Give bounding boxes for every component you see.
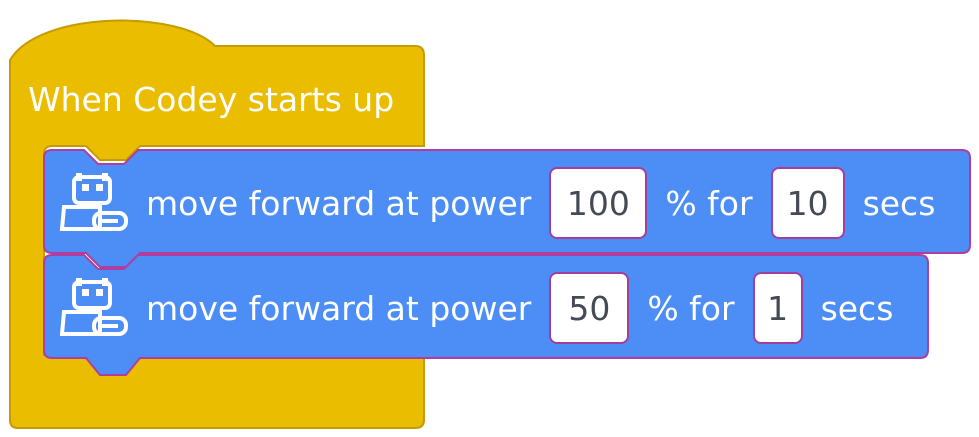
robot-icon [59, 173, 128, 231]
for-label: % for [647, 288, 735, 328]
hat-block-label: When Codey starts up [28, 80, 395, 119]
unit-label: secs [862, 183, 936, 223]
move-forward-block-content: move forward at power 100 % for 10 secs [56, 165, 953, 241]
move-forward-block-content: move forward at power 50 % for 1 secs [56, 270, 911, 346]
duration-input[interactable]: 10 [770, 167, 845, 239]
block-label: move forward at power [146, 183, 532, 223]
robot-icon [59, 278, 128, 336]
power-input[interactable]: 50 [549, 272, 630, 344]
unit-label: secs [820, 288, 894, 328]
for-label: % for [665, 183, 753, 223]
duration-input[interactable]: 1 [752, 272, 803, 344]
block-label: move forward at power [146, 288, 532, 328]
power-input[interactable]: 100 [549, 167, 648, 239]
